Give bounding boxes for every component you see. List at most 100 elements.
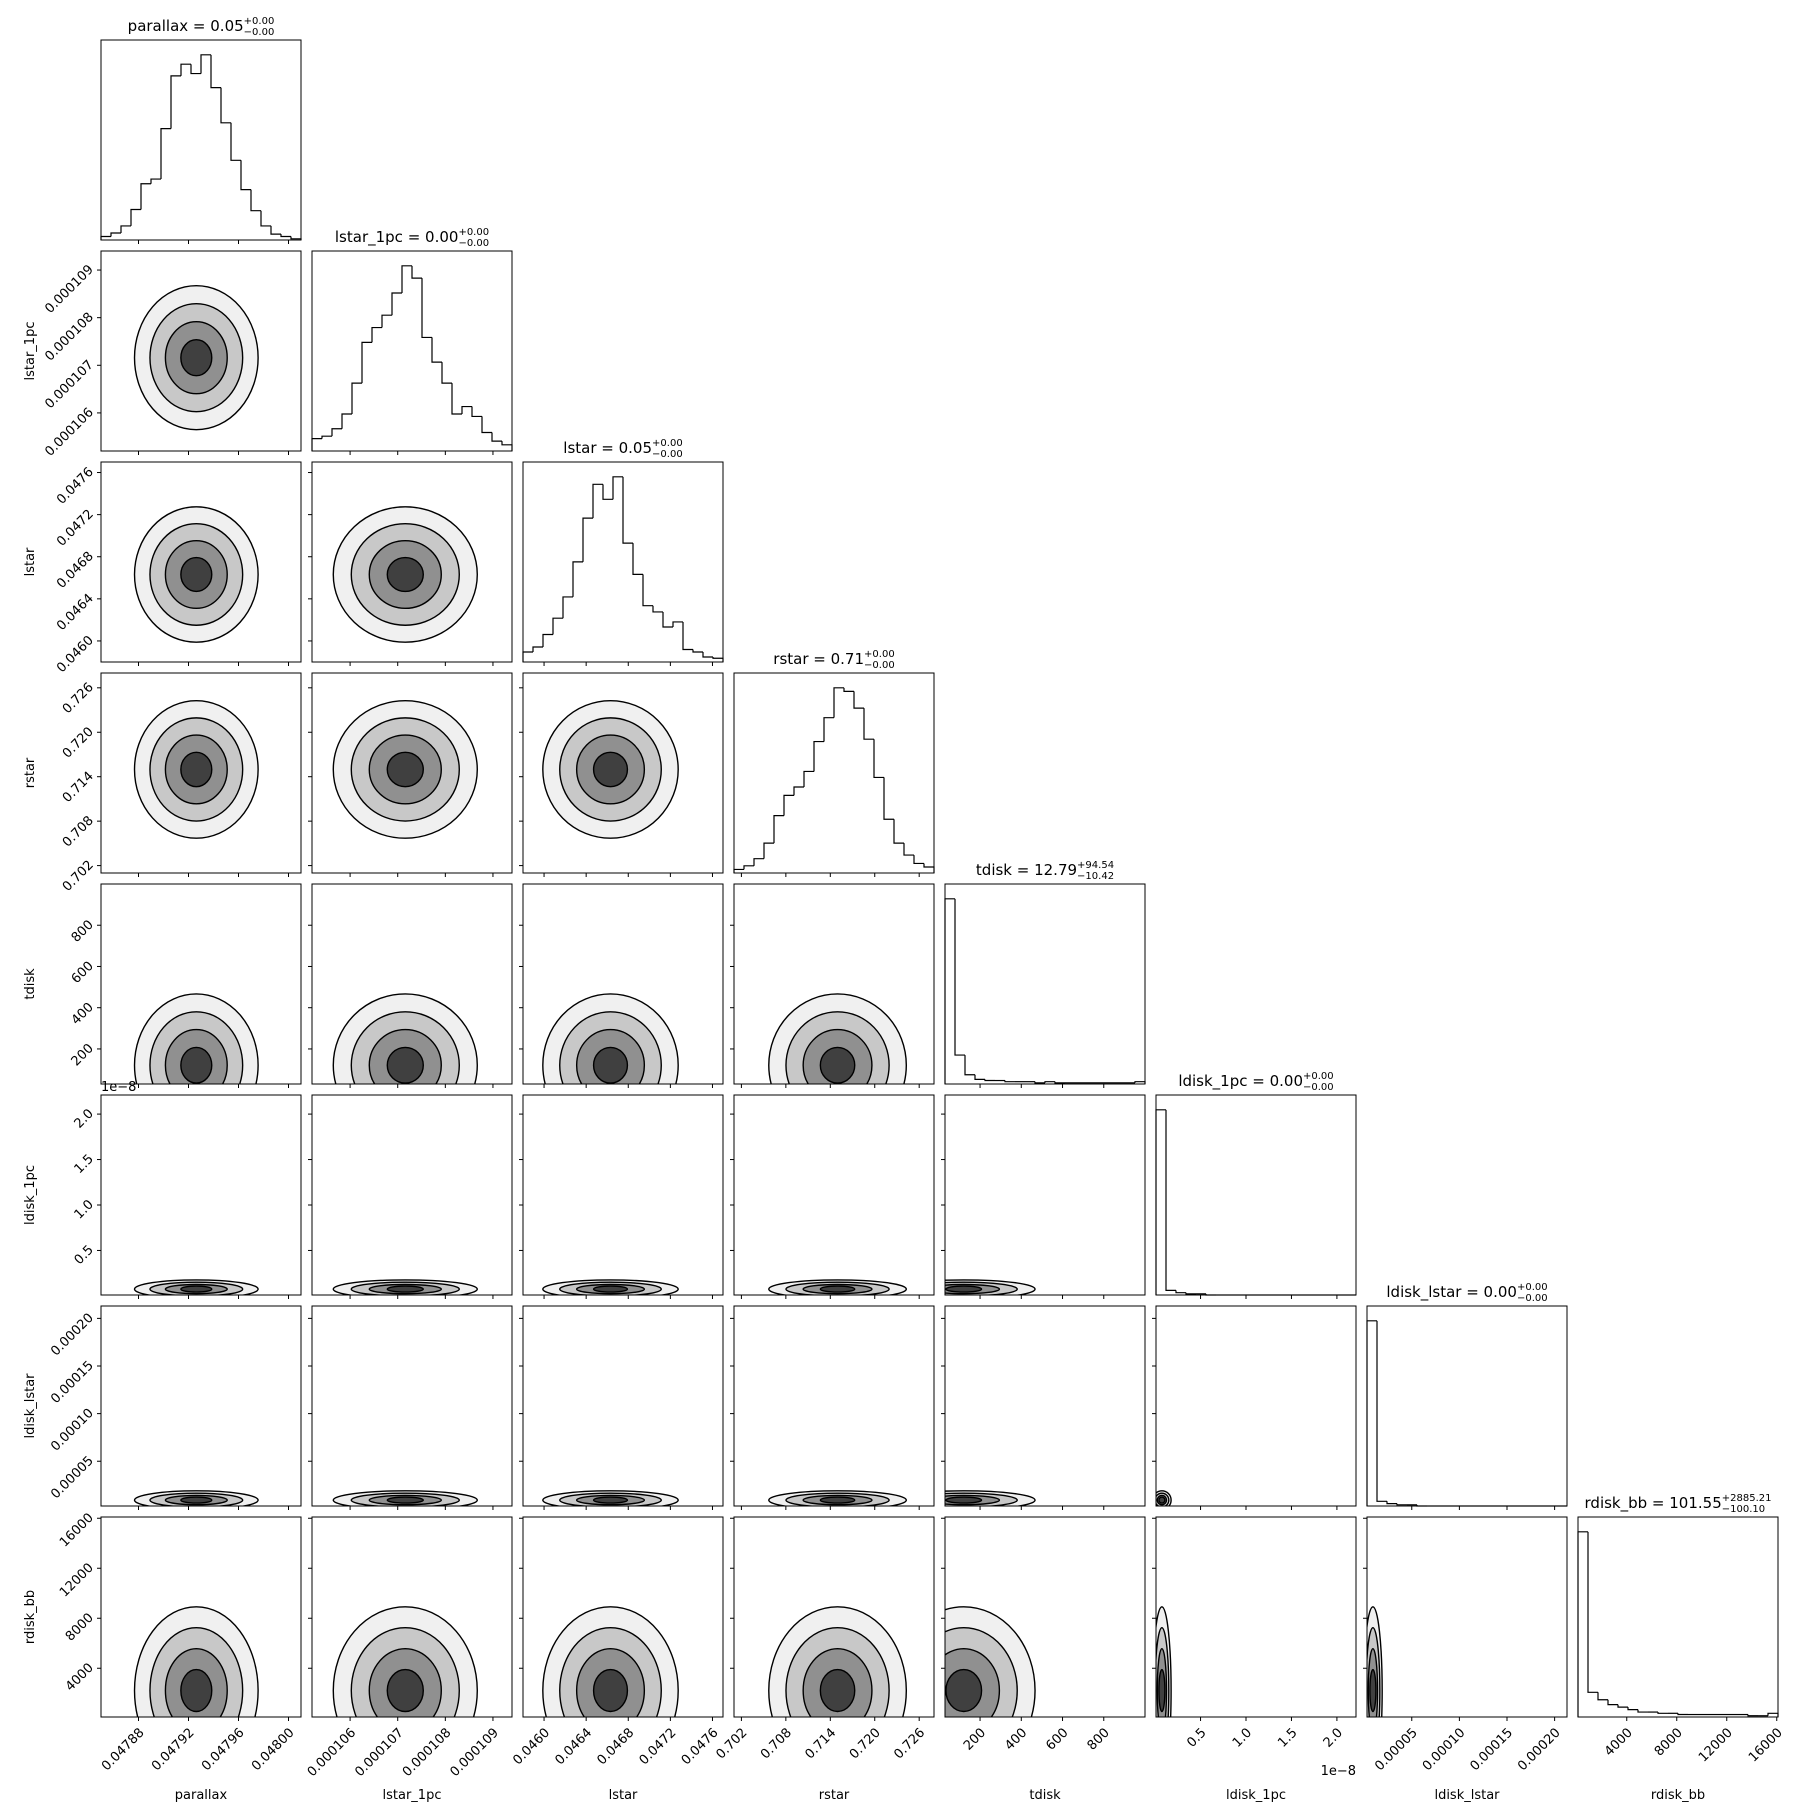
x-tick-label: 0.04796 bbox=[199, 1725, 248, 1774]
histogram-step bbox=[582, 517, 593, 562]
contour-group bbox=[542, 1606, 679, 1717]
panel-frame bbox=[311, 672, 513, 874]
panel: lstar = 0.05+0.00 −0.00 bbox=[522, 438, 724, 666]
panel-frame bbox=[522, 672, 724, 874]
panel-title: ldisk_lstar = 0.00+0.00 −0.00 bbox=[1386, 1282, 1547, 1304]
histogram-step bbox=[431, 337, 442, 363]
panel-frame bbox=[100, 672, 302, 874]
y-tick-label: 0.000109 bbox=[42, 262, 96, 316]
title-lower: −0.00 bbox=[458, 238, 489, 249]
histogram-step bbox=[873, 739, 884, 779]
title-lower: −0.00 bbox=[1303, 1082, 1334, 1093]
contour-group bbox=[945, 1606, 1036, 1717]
title-upper: +94.54 bbox=[1077, 860, 1114, 871]
histogram-step bbox=[572, 561, 583, 597]
histogram-step bbox=[984, 1079, 995, 1082]
title-lower: −0.00 bbox=[1517, 1293, 1548, 1304]
density-contour bbox=[180, 751, 213, 788]
x-tick-label: 1.5 bbox=[1275, 1725, 1300, 1750]
panel-title: tdisk = 12.79+94.54 −10.42 bbox=[976, 860, 1114, 882]
histogram-step bbox=[773, 815, 784, 844]
x-tick-label: 0.04788 bbox=[99, 1725, 148, 1774]
x-tick-label: 0.00005 bbox=[1372, 1725, 1421, 1774]
histogram-step bbox=[160, 128, 171, 180]
panel-frame bbox=[522, 883, 724, 1085]
title-upper: +0.00 bbox=[652, 438, 683, 449]
y-axis-label: ldisk_lstar bbox=[23, 1373, 38, 1439]
histogram-step bbox=[642, 574, 653, 607]
contour-group bbox=[542, 993, 679, 1084]
y-tick-label: 0.702 bbox=[60, 858, 97, 895]
panel-title: lstar = 0.05+0.00 −0.00 bbox=[563, 438, 682, 460]
histogram-step bbox=[843, 687, 854, 692]
panel-title: rstar = 0.71+0.00 −0.00 bbox=[773, 649, 894, 671]
histogram-step bbox=[863, 708, 874, 740]
histogram-step bbox=[632, 543, 643, 576]
density-contour bbox=[180, 1496, 213, 1504]
histogram-step bbox=[592, 483, 603, 519]
y-tick-label: 0.00010 bbox=[48, 1406, 97, 1455]
contour-group bbox=[332, 993, 478, 1084]
y-tick-label: 800 bbox=[69, 917, 97, 945]
panel-frame bbox=[100, 1516, 302, 1718]
histogram-step bbox=[1044, 1081, 1055, 1083]
histogram-step bbox=[381, 314, 392, 328]
panel bbox=[519, 1305, 724, 1510]
y-axis-label: tdisk bbox=[23, 968, 38, 1000]
contour-group bbox=[542, 1490, 679, 1506]
histogram-step bbox=[120, 225, 131, 233]
panel bbox=[308, 672, 513, 877]
histogram-step bbox=[532, 646, 543, 652]
histogram-step bbox=[1597, 1692, 1608, 1701]
histogram-step bbox=[311, 438, 322, 451]
panel-frame bbox=[522, 1516, 724, 1718]
panel bbox=[519, 1094, 724, 1299]
x-tick-label: 0.5 bbox=[1184, 1725, 1209, 1750]
y-tick-label: 0.5 bbox=[72, 1243, 97, 1268]
histogram-step bbox=[552, 617, 563, 635]
histogram-step bbox=[130, 208, 141, 226]
density-contour bbox=[180, 339, 213, 377]
y-tick-label: 600 bbox=[69, 959, 97, 987]
histogram-step bbox=[210, 54, 221, 89]
histogram-step bbox=[240, 160, 251, 191]
y-tick-label: 0.000108 bbox=[42, 310, 96, 364]
contour-group bbox=[133, 993, 259, 1084]
histogram-step bbox=[230, 122, 241, 161]
panel-frame bbox=[733, 883, 935, 1085]
panel-title: ldisk_1pc = 0.00+0.00 −0.00 bbox=[1178, 1071, 1333, 1093]
histogram-step bbox=[200, 54, 211, 74]
x-tick-label: 0.00015 bbox=[1467, 1725, 1516, 1774]
x-tick-label: 0.0460 bbox=[510, 1725, 553, 1768]
x-tick-label: 8000 bbox=[1652, 1725, 1686, 1759]
panel-frame bbox=[100, 250, 302, 452]
density-contour bbox=[386, 1046, 424, 1084]
density-contour bbox=[386, 1285, 424, 1293]
title-upper: +0.00 bbox=[458, 227, 489, 238]
histogram-step bbox=[280, 234, 291, 238]
histogram-step bbox=[1747, 1714, 1758, 1717]
histogram-step bbox=[1165, 1109, 1176, 1291]
title-main: rstar = 0.71 bbox=[773, 650, 864, 668]
panel bbox=[519, 672, 724, 877]
panel: 0.5 1.0 1.5 2.0 bbox=[72, 1094, 302, 1299]
histogram-step bbox=[1607, 1699, 1618, 1706]
panel-frame bbox=[311, 1516, 513, 1718]
contour-group bbox=[542, 1279, 679, 1295]
panel-frame bbox=[100, 461, 302, 663]
histogram-step bbox=[763, 842, 774, 859]
histogram-step bbox=[1617, 1704, 1628, 1708]
x-tick-label: 1.0 bbox=[1230, 1725, 1255, 1750]
density-contour bbox=[819, 1668, 856, 1713]
title-upper: +0.00 bbox=[1517, 1282, 1548, 1293]
histogram-step bbox=[974, 1074, 985, 1080]
panel-title: rdisk_bb = 101.55+2885.21 −100.10 bbox=[1585, 1493, 1772, 1515]
panel: 0.5 1.0 1.5 2.0 bbox=[1152, 1516, 1357, 1751]
histogram-step bbox=[602, 484, 613, 500]
contour-group bbox=[332, 1606, 478, 1717]
histogram-step bbox=[250, 189, 261, 212]
